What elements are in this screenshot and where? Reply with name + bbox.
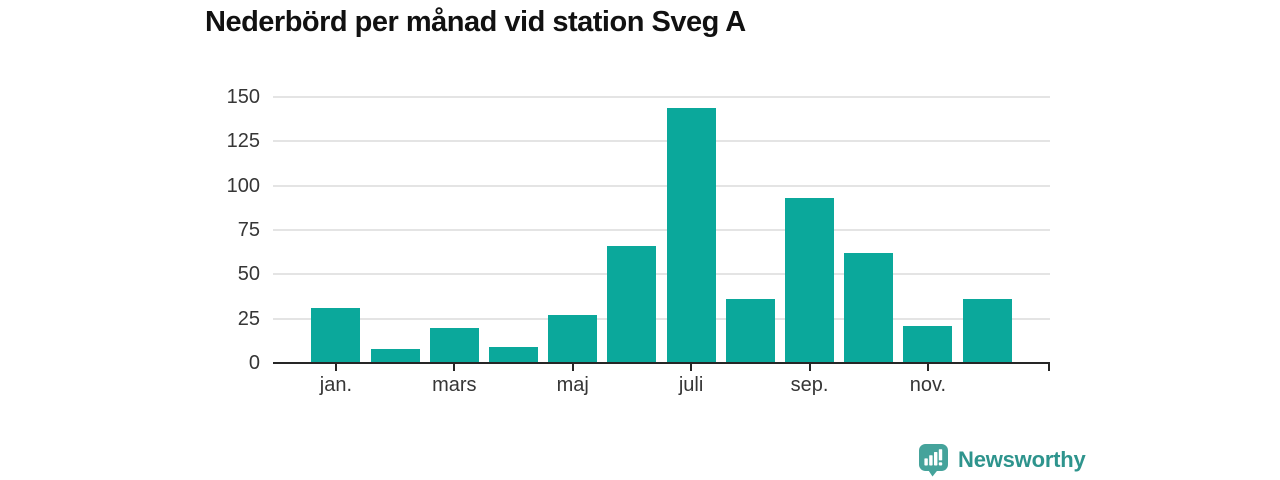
y-gridline <box>273 273 1050 276</box>
y-gridline <box>273 140 1050 143</box>
x-axis-tick <box>453 364 456 371</box>
bar-feb. <box>370 348 420 363</box>
bar-dec. <box>962 299 1012 363</box>
y-tick-label: 150 <box>226 86 260 108</box>
bar-aug. <box>725 299 775 363</box>
bar-sep. <box>785 198 834 363</box>
y-gridline <box>273 229 1050 231</box>
x-axis-line <box>273 362 1050 364</box>
x-tick-label: sep. <box>790 374 829 396</box>
y-tick-label: 0 <box>248 352 260 374</box>
bar-maj <box>548 315 598 363</box>
x-tick-label: jan. <box>319 374 353 396</box>
y-tick-label: 25 <box>237 307 260 330</box>
bar-jan. <box>311 308 361 363</box>
newsworthy-logo-icon <box>918 443 949 477</box>
x-axis-tick <box>571 364 574 371</box>
bar-nov. <box>903 325 953 363</box>
bar-juli <box>666 107 716 363</box>
bar-jun. <box>607 245 657 363</box>
y-tick-label: 75 <box>237 219 260 241</box>
y-tick-label: 50 <box>237 263 260 286</box>
y-gridline <box>273 96 1050 98</box>
y-gridline <box>273 317 1050 320</box>
newsworthy-brand: Newsworthy <box>918 443 1086 477</box>
x-axis-end-tick <box>1048 364 1050 371</box>
newsworthy-logo-text: Newsworthy <box>958 447 1086 472</box>
x-tick-label: juli <box>678 374 704 396</box>
y-gridline <box>273 184 1050 187</box>
x-axis-tick <box>808 364 811 371</box>
chart-title: Nederbörd per månad vid station Sveg A <box>205 6 746 38</box>
x-axis-tick <box>334 364 337 371</box>
x-axis-tick <box>690 364 693 371</box>
bar-apr. <box>489 347 538 363</box>
y-tick-label: 100 <box>226 174 260 197</box>
x-tick-label: nov. <box>909 374 947 396</box>
x-axis-tick <box>926 364 929 371</box>
bar-okt. <box>844 253 894 363</box>
bar-mars <box>429 327 479 363</box>
y-tick-label: 125 <box>226 130 260 153</box>
x-tick-label: maj <box>556 374 589 396</box>
x-tick-label: mars <box>432 374 477 396</box>
